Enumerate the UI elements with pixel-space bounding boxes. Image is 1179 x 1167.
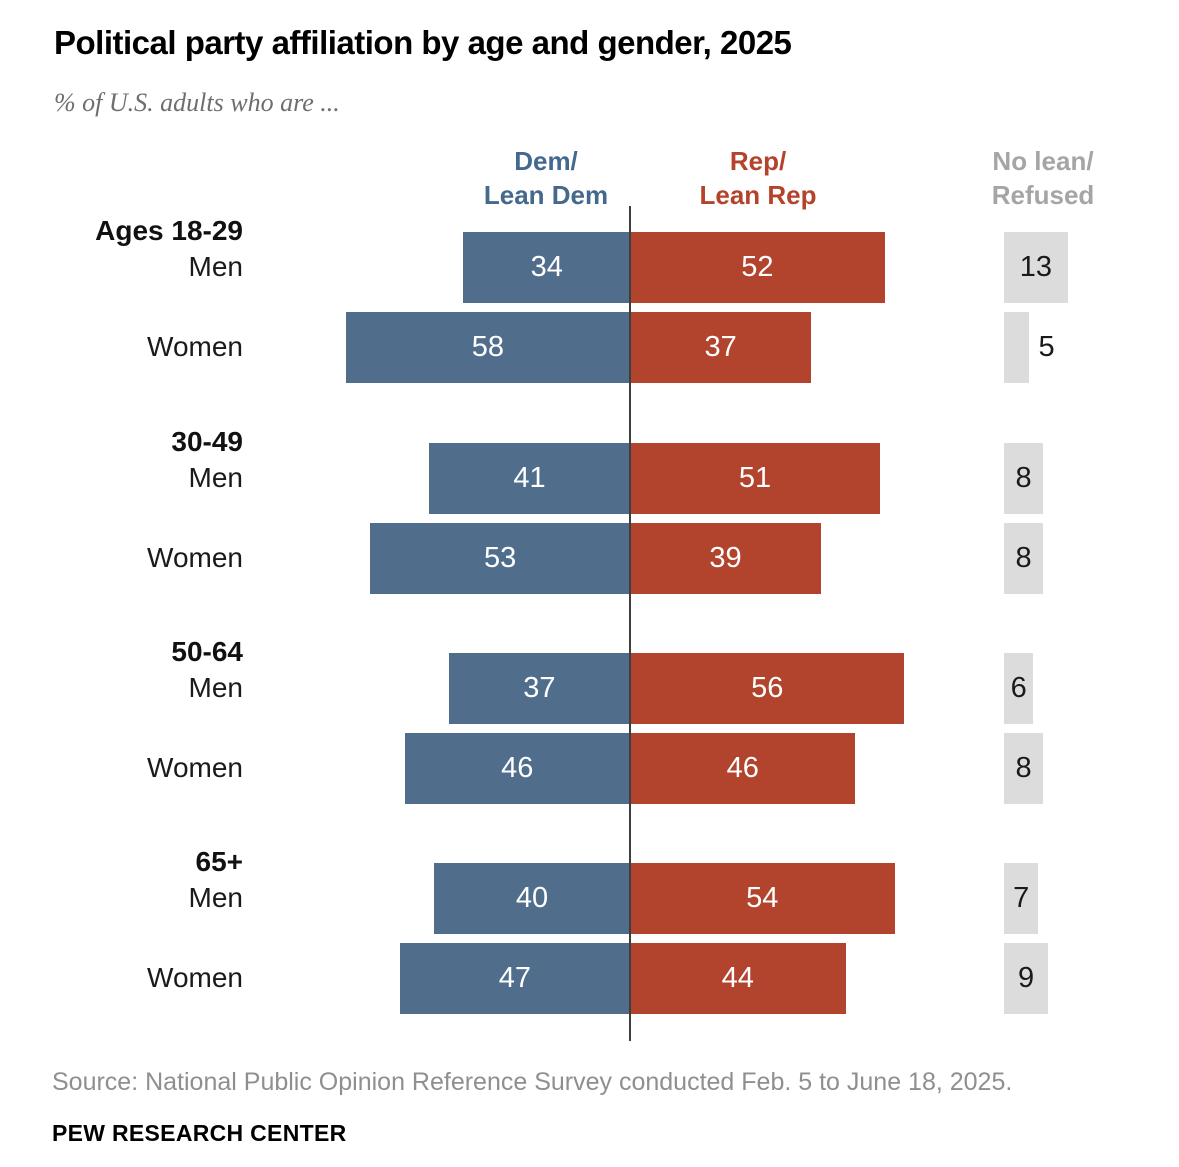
row-label-men: Men — [188, 672, 243, 703]
dem-bar-value: 41 — [513, 462, 546, 494]
dem-bar-value: 34 — [530, 251, 563, 283]
dem-bar-value: 40 — [515, 882, 549, 914]
rep-bar: 46 — [630, 733, 856, 804]
column-header-dem: Dem/ Lean Dem — [483, 146, 609, 210]
nolean-value: 7 — [1013, 882, 1030, 914]
column-header-rep: Rep/ Lean Rep — [699, 146, 817, 210]
nolean-box — [1004, 653, 1034, 724]
nolean-box — [1004, 443, 1044, 514]
dem-bar-value: 47 — [498, 962, 531, 994]
rep-bar: 52 — [630, 232, 885, 303]
nolean-value: 8 — [1015, 542, 1032, 574]
nolean-value: 13 — [1019, 251, 1052, 283]
nolean-box — [1004, 733, 1044, 804]
row-label-women: Women — [147, 962, 243, 993]
column-header-nolean: No lean/ Refused — [991, 146, 1095, 210]
dem-bar: 34 — [463, 232, 630, 303]
rep-bar: 56 — [630, 653, 905, 724]
dem-bar-value: 53 — [484, 542, 517, 574]
brand-footer: PEW RESEARCH CENTER — [52, 1120, 347, 1146]
rep-bar-value: 54 — [746, 882, 779, 914]
dem-bar-value: 58 — [471, 331, 505, 363]
dem-bar: 40 — [434, 863, 630, 934]
row-label-men: Men — [188, 462, 243, 493]
row-label-men: Men — [188, 251, 243, 282]
chart-subtitle: % of U.S. adults who are ... — [54, 88, 340, 117]
nolean-value: 9 — [1017, 962, 1035, 994]
rep-bar: 44 — [630, 943, 846, 1014]
nolean-box — [1004, 312, 1029, 383]
rep-bar-value: 52 — [741, 251, 774, 283]
nolean-box — [1004, 523, 1044, 594]
rep-bar-value: 56 — [751, 672, 784, 704]
dem-bar: 47 — [399, 943, 630, 1014]
group-label-65-plus: 65+ — [195, 846, 244, 877]
rep-bar: 51 — [630, 443, 880, 514]
rep-bar: 54 — [630, 863, 895, 934]
rep-bar: 39 — [630, 523, 822, 594]
rep-bar: 37 — [630, 312, 812, 383]
nolean-value: 8 — [1015, 462, 1032, 494]
rep-bar-value: 51 — [738, 462, 772, 494]
group-label-50-64: 50-64 — [171, 636, 243, 667]
rep-bar-value: 39 — [709, 542, 742, 574]
dem-bar: 58 — [345, 312, 630, 383]
chart-title: Political party affiliation by age and g… — [54, 24, 792, 61]
group-label-18-29: Ages 18-29 — [95, 215, 243, 246]
rep-bar-value: 44 — [721, 962, 754, 994]
dem-bar-value: 37 — [523, 672, 556, 704]
row-label-women: Women — [147, 752, 243, 783]
source-note: Source: National Public Opinion Referenc… — [52, 1068, 1013, 1096]
center-axis-line — [629, 206, 631, 1041]
group-label-30-49: 30-49 — [171, 426, 243, 457]
dem-bar: 37 — [448, 653, 630, 724]
dem-bar-value: 46 — [501, 752, 534, 784]
nolean-value: 6 — [1010, 672, 1027, 704]
nolean-value: 8 — [1015, 752, 1032, 784]
rep-bar-value: 37 — [704, 331, 737, 363]
nolean-box — [1004, 863, 1039, 934]
nolean-value: 5 — [1038, 331, 1055, 363]
row-label-women: Women — [147, 331, 243, 362]
nolean-box — [1004, 943, 1049, 1014]
nolean-box — [1004, 232, 1068, 303]
dem-bar: 41 — [429, 443, 630, 514]
dem-bar: 53 — [370, 523, 630, 594]
dem-bar: 46 — [404, 733, 630, 804]
row-label-women: Women — [147, 542, 243, 573]
row-label-men: Men — [188, 882, 243, 913]
rep-bar-value: 46 — [726, 752, 759, 784]
